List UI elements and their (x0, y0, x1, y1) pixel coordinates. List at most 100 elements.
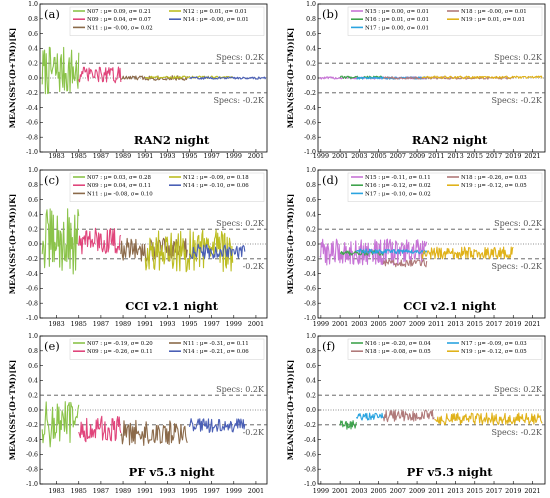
y-tick-label: 0.6 (306, 31, 316, 38)
legend-entry: N16 : μ= -0.20, σ= 0.04 (365, 341, 431, 347)
panel-caption: RAN2 night (134, 133, 210, 147)
y-tick-label: -0.4 (304, 105, 316, 112)
x-tick-label: 1987 (93, 320, 109, 328)
specs-upper-label: Specs: 0.2K (216, 53, 265, 62)
specs-lower-label: Specs: -0.2K (213, 96, 265, 105)
y-tick-label: -0.6 (304, 452, 316, 459)
legend-entry: N16 : μ= -0.12, σ= 0.02 (365, 183, 431, 189)
y-tick-label: -0.2 (26, 256, 38, 263)
x-tick-label: 1985 (71, 152, 87, 160)
y-tick-label: -1.0 (26, 481, 38, 488)
x-tick-label: 1983 (48, 152, 64, 160)
y-tick-label: 0.0 (28, 75, 38, 82)
x-tick-label: 2007 (390, 487, 406, 495)
y-tick-label: -0.8 (26, 466, 38, 473)
y-tick-label: 0.6 (306, 197, 316, 204)
x-tick-label: 2015 (467, 152, 483, 160)
panel-letter: (f) (322, 339, 335, 353)
legend-entry: N19 : μ= -0.12, σ= 0.05 (461, 349, 527, 355)
y-tick-label: -0.2 (26, 422, 38, 429)
x-tick-label: 2013 (447, 487, 463, 495)
x-tick-label: 2005 (370, 152, 386, 160)
y-tick-label: 0.4 (306, 212, 316, 219)
y-tick-label: -0.2 (26, 90, 38, 97)
y-tick-label: 0.8 (28, 16, 38, 23)
x-tick-label: 1993 (159, 320, 175, 328)
legend-entry: N07 : μ= -0.19, σ= 0.20 (87, 341, 153, 347)
panel-letter: (b) (322, 7, 338, 21)
x-tick-label: 1993 (159, 152, 175, 160)
y-tick-label: -0.4 (26, 437, 38, 444)
y-tick-label: 0.4 (28, 46, 38, 53)
x-tick-label: 2001 (332, 152, 348, 160)
legend-entry: N11 : μ= -0.08, σ= 0.10 (87, 191, 153, 197)
panel-letter: (e) (44, 339, 60, 353)
y-tick-label: 0.8 (28, 348, 38, 355)
y-tick-label: -0.6 (26, 120, 38, 127)
y-tick-label: 0.6 (306, 363, 316, 370)
x-tick-label: 1991 (137, 320, 153, 328)
panel-caption: PF v5.3 night (129, 465, 216, 479)
y-tick-label: 0.0 (306, 407, 316, 414)
legend-entry: N17 : μ= -0.10, σ= 0.02 (365, 191, 431, 197)
y-tick-label: 0.2 (306, 392, 316, 399)
x-tick-label: 2015 (467, 320, 483, 328)
panel-caption: CCI v2.1 night (125, 299, 219, 313)
y-tick-label: 0.2 (28, 226, 38, 233)
y-tick-label: 0.8 (306, 348, 316, 355)
y-tick-label: 0.2 (306, 60, 316, 67)
y-axis-label: MEAN(SST-(D+TM))[K] (286, 28, 295, 129)
y-tick-label: -1.0 (26, 149, 38, 156)
y-axis-label: MEAN(SST-(D+TM))[K] (8, 28, 17, 129)
x-tick-label: 1999 (313, 320, 329, 328)
x-tick-label: 2019 (505, 152, 521, 160)
legend-entry: N11 : μ= -0.00, σ= 0.02 (87, 25, 153, 31)
x-tick-label: 2001 (248, 487, 264, 495)
y-axis-label: MEAN(SST-(D+TM))[K] (8, 360, 17, 461)
x-tick-label: 1983 (48, 320, 64, 328)
x-tick-label: 2009 (409, 487, 425, 495)
panel-a: -1.0 -0.8 -0.6 -0.4 -0.2 0.0 0.2 0.4 0.6 0.8 1.0 19… (8, 1, 267, 160)
x-tick-label: 1987 (93, 487, 109, 495)
y-tick-label: -0.8 (26, 300, 38, 307)
legend-entry: N12 : μ= -0.09, σ= 0.18 (183, 175, 249, 181)
x-tick-label: 1995 (181, 487, 197, 495)
y-tick-label: 0.8 (28, 182, 38, 189)
x-tick-label: 2001 (332, 487, 348, 495)
x-tick-label: 2021 (524, 152, 540, 160)
x-tick-label: 2021 (524, 487, 540, 495)
legend-entry: N18 : μ= -0.08, σ= 0.05 (365, 349, 431, 355)
y-tick-label: 0.8 (306, 182, 316, 189)
specs-upper-label: Specs: 0.2K (216, 219, 265, 228)
panel-letter: (c) (44, 173, 59, 187)
x-tick-label: 2005 (370, 487, 386, 495)
x-tick-label: 1985 (71, 320, 87, 328)
specs-upper-label: Specs: 0.2K (216, 385, 265, 394)
legend-entry: N09 : μ= 0.04, σ= 0.11 (87, 183, 151, 189)
x-tick-label: 1991 (137, 152, 153, 160)
x-tick-label: 1991 (137, 487, 153, 495)
x-tick-label: 2011 (428, 487, 444, 495)
x-tick-label: 1999 (226, 487, 242, 495)
y-tick-label: -0.8 (304, 134, 316, 141)
legend-entry: N09 : μ= -0.26, σ= 0.11 (87, 349, 153, 355)
x-tick-label: 1999 (226, 152, 242, 160)
y-tick-label: 0.4 (28, 212, 38, 219)
y-tick-label: 0.8 (306, 16, 316, 23)
x-tick-label: 2007 (390, 152, 406, 160)
x-tick-label: 1995 (181, 320, 197, 328)
y-tick-label: 0.2 (28, 60, 38, 67)
panel-letter: (d) (322, 173, 338, 187)
y-tick-label: -0.2 (304, 256, 316, 263)
y-tick-label: 0.2 (28, 392, 38, 399)
y-tick-label: -0.6 (304, 286, 316, 293)
y-tick-label: 0.6 (28, 363, 38, 370)
y-tick-label: 0.4 (306, 378, 316, 385)
y-tick-label: -0.6 (26, 286, 38, 293)
x-tick-label: 1997 (204, 487, 220, 495)
legend-entry: N07 : μ= 0.09, σ= 0.21 (87, 9, 151, 15)
x-tick-label: 1983 (48, 487, 64, 495)
x-tick-label: 1989 (115, 152, 131, 160)
legend-entry: N09 : μ= 0.04, σ= 0.07 (87, 17, 151, 23)
